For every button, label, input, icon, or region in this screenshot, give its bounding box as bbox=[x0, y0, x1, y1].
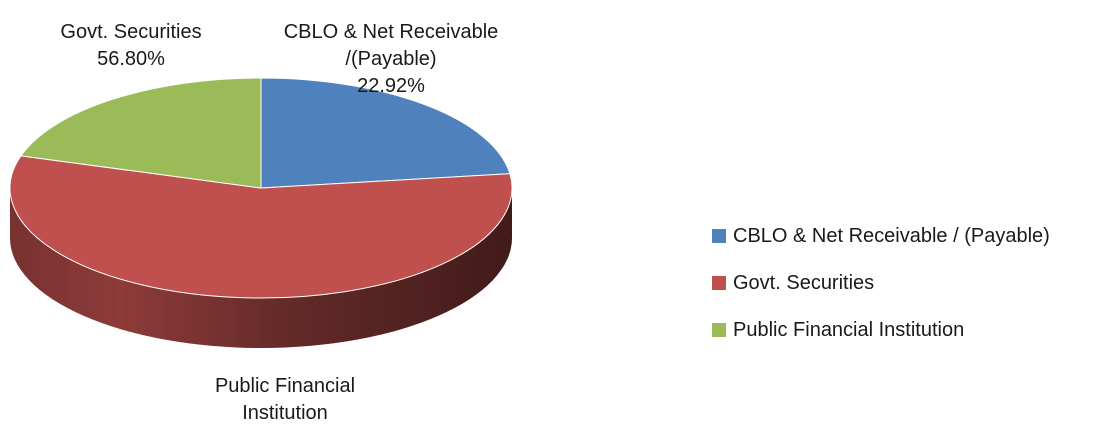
data-label-line: /(Payable) bbox=[345, 48, 436, 70]
legend-swatch-govt-securities bbox=[712, 276, 726, 290]
legend-item-govt-securities: Govt. Securities bbox=[712, 271, 1102, 295]
data-label-line: CBLO & Net Receivable bbox=[284, 21, 499, 43]
data-label-line: 56.80% bbox=[97, 48, 165, 70]
pie-top-faces bbox=[9, 77, 513, 299]
chart-legend: CBLO & Net Receivable / (Payable) Govt. … bbox=[712, 224, 1102, 365]
pie-slice-cblo bbox=[260, 77, 511, 189]
data-label-line: Public Financial bbox=[215, 375, 355, 397]
data-label-line: 22.92% bbox=[357, 75, 425, 97]
legend-label-govt-securities: Govt. Securities bbox=[733, 271, 875, 294]
pie-slice-govt-securities bbox=[9, 155, 513, 299]
pie-data-labels: CBLO & Net Receivable /(Payable) 22.92% Gov… bbox=[60, 21, 499, 431]
legend-swatch-cblo bbox=[712, 229, 726, 243]
legend-label-public-financial-institution: Public Financial Institution bbox=[733, 318, 965, 341]
legend-label-cblo: CBLO & Net Receivable / (Payable) bbox=[733, 224, 1050, 247]
data-label-line: Institution bbox=[242, 402, 328, 424]
pie-side-govt-securities bbox=[10, 188, 512, 348]
legend-swatch-public-financial-institution bbox=[712, 323, 726, 337]
legend-item-cblo: CBLO & Net Receivable / (Payable) bbox=[712, 224, 1102, 248]
legend-item-public-financial-institution: Public Financial Institution bbox=[712, 318, 1102, 342]
data-label-cblo: CBLO & Net Receivable /(Payable) 22.92% bbox=[284, 21, 499, 97]
data-label-line: Govt. Securities bbox=[60, 21, 201, 43]
data-label-public-financial-institution: Public FinancialInstitution20.28% bbox=[215, 375, 355, 426]
data-label-govt-securities: Govt. Securities 56.80% bbox=[60, 21, 201, 70]
pie-slice-public-financial-institution bbox=[20, 77, 262, 189]
pie-3d-sides bbox=[10, 188, 512, 348]
